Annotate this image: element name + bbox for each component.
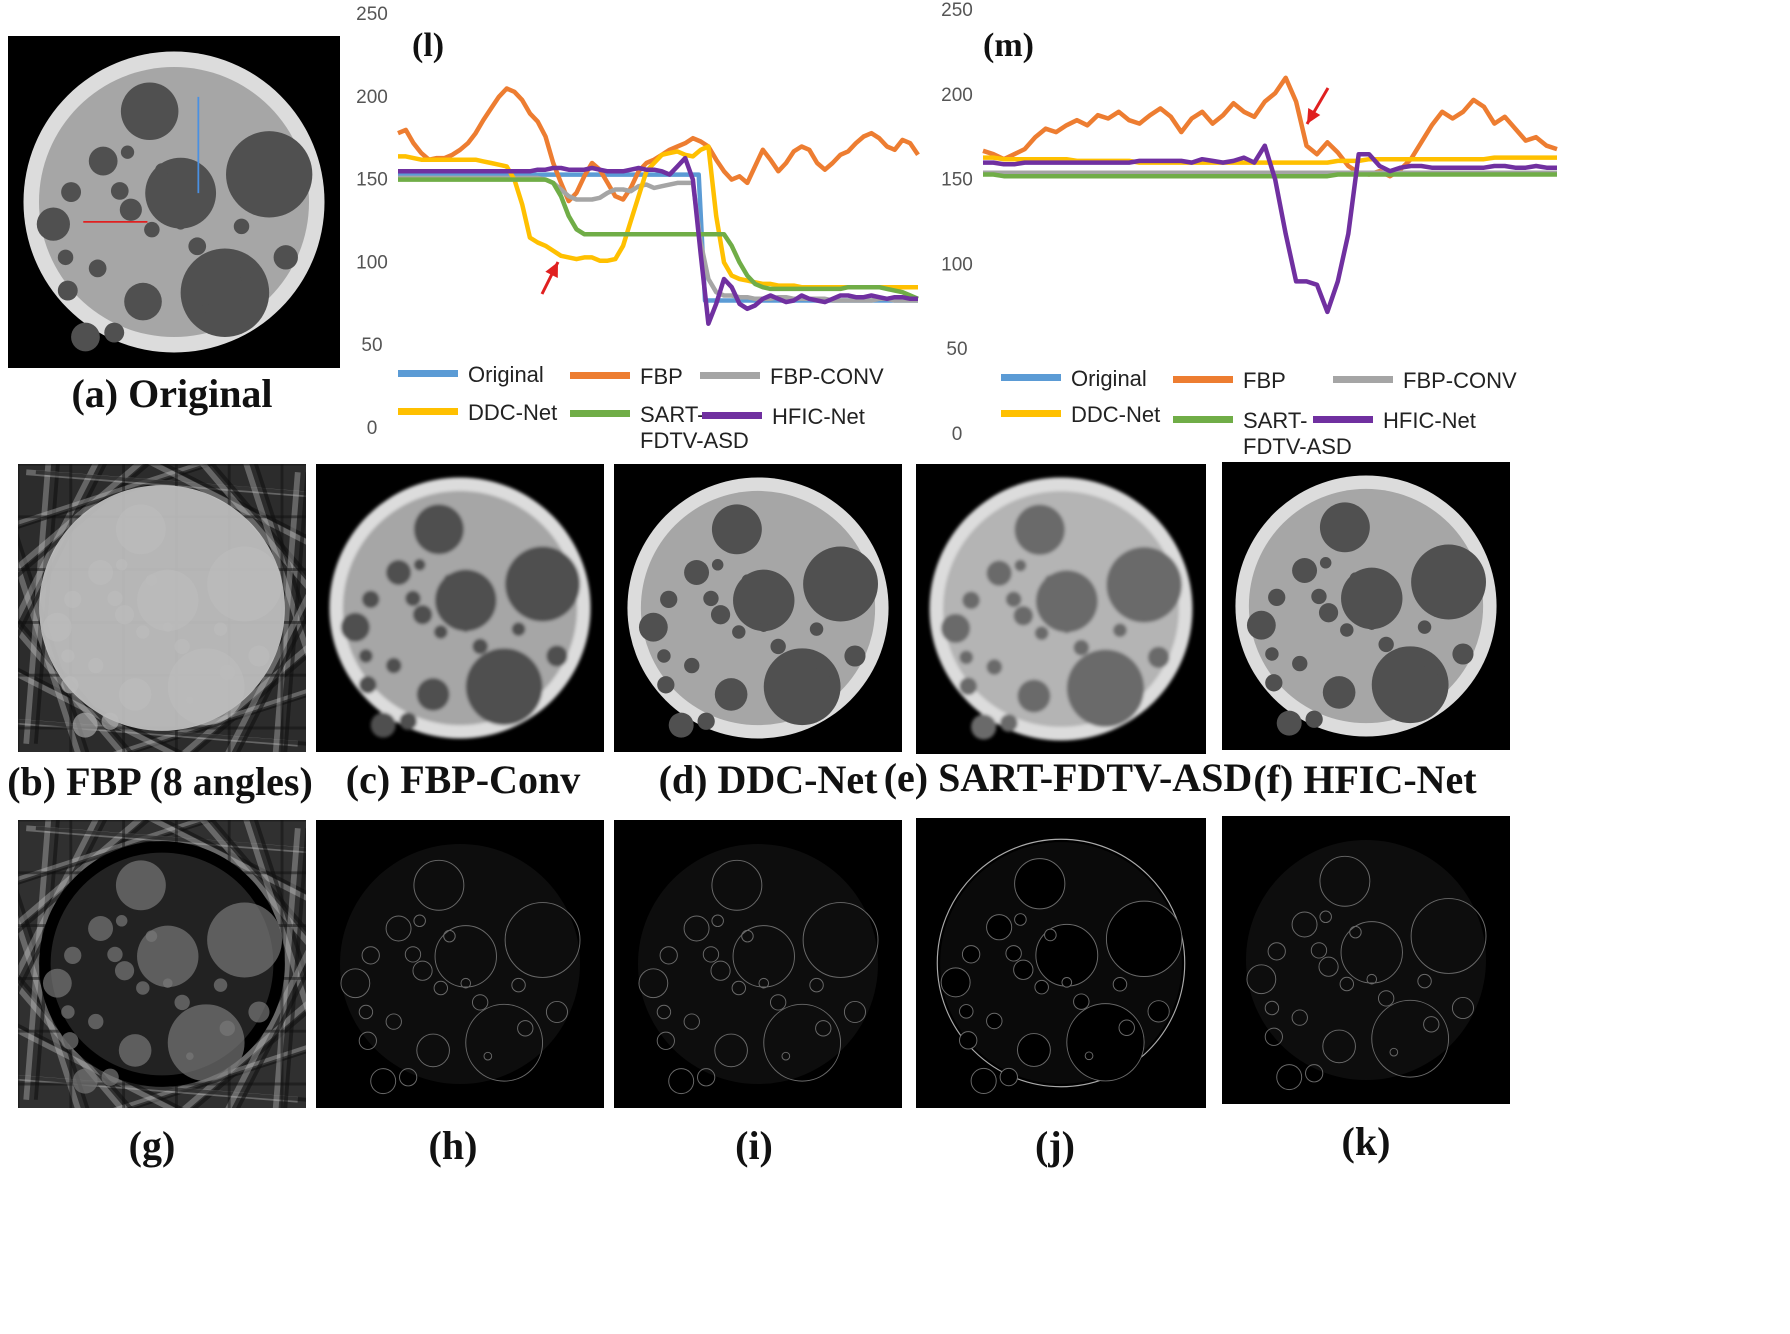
fbp-8-angles-image — [18, 464, 306, 752]
y-tick-label: 250 — [356, 4, 388, 25]
series-line-hfic-net — [983, 143, 1557, 315]
hfic-net-image — [1222, 462, 1510, 750]
caption-a: (a) Original — [71, 371, 273, 416]
legend-label: DDC-Net — [468, 400, 557, 425]
phantom-drawing — [329, 477, 591, 739]
caption-k: (k) — [1341, 1119, 1391, 1164]
caption-b: (b) FBP (8 angles) — [7, 759, 313, 804]
legend-entry: FBP — [570, 364, 683, 389]
ddc-net-image — [614, 464, 902, 752]
legend-entry: SART-FDTV-ASD — [570, 402, 749, 453]
legend-label: FDTV-ASD — [640, 428, 749, 453]
phantom-drawing — [1222, 816, 1510, 1104]
phantom-drawing — [916, 818, 1206, 1108]
legend-label: HFIC-Net — [1383, 408, 1476, 433]
legend-label: SART- — [1243, 408, 1307, 433]
legend-label: FBP-CONV — [770, 364, 884, 389]
y-tick-label: 100 — [356, 252, 388, 273]
fbp-conv-difference-image — [316, 820, 604, 1108]
original-phantom-image — [8, 36, 340, 368]
hfic-net-difference-image — [1222, 816, 1510, 1104]
caption-f: (f) HFIC-Net — [1253, 757, 1477, 802]
chart-panel-label: (m) — [983, 27, 1034, 64]
series-line-hfic-net — [398, 155, 918, 326]
caption-c: (c) FBP-Conv — [345, 757, 581, 802]
line-chart-m: 0 50 100 150 200 250 (m) Original FBP FBP-CONV DDC… — [935, 0, 1565, 460]
phantom-drawing — [929, 477, 1193, 741]
legend-label: FDTV-ASD — [1243, 434, 1352, 459]
legend-label: FBP — [1243, 368, 1286, 393]
series-line-sart-fdtv-asd — [398, 177, 919, 301]
legend-entry: FBP-CONV — [700, 364, 884, 389]
legend-label: Original — [1071, 366, 1147, 391]
phantom-drawing — [627, 477, 889, 739]
chart-panel-label: (l) — [412, 27, 444, 64]
legend-entry: FBP — [1173, 368, 1286, 393]
caption-d: (d) DDC-Net — [658, 757, 878, 802]
legend-label: SART- — [640, 402, 704, 427]
ddc-net-difference-image — [614, 820, 902, 1108]
series-line-fbp — [982, 75, 1558, 179]
y-tick-label: 250 — [941, 0, 973, 21]
caption-e: (e) SART-FDTV-ASD — [883, 755, 1253, 800]
caption-j: (j) — [1035, 1123, 1075, 1168]
phantom-drawing — [614, 820, 902, 1108]
y-tick-label: 50 — [946, 339, 967, 360]
phantom-drawing — [1235, 475, 1497, 737]
legend-label: Original — [468, 362, 544, 387]
y-tick-label: 200 — [941, 85, 973, 106]
y-tick-label: 100 — [941, 254, 973, 275]
series-line-original — [398, 172, 918, 303]
legend-entry: DDC-Net — [398, 400, 557, 425]
series-line-ddc-net — [398, 144, 918, 290]
legend-entry: HFIC-Net — [1313, 408, 1476, 433]
legend-entry: HFIC-Net — [702, 404, 865, 429]
y-tick-label: 200 — [356, 87, 388, 108]
y-tick-label: 0 — [952, 424, 963, 445]
line-chart-l: 0 50 100 150 200 250 (l) Original FBP FBP-CONV DDC… — [350, 0, 930, 460]
legend-entry: Original — [398, 362, 544, 387]
caption-g: (g) — [128, 1123, 176, 1168]
red-arrow-annotation — [1305, 87, 1330, 125]
series-line-fbp — [397, 86, 920, 204]
y-tick-label: 150 — [941, 170, 973, 191]
sart-fdtv-asd-image — [916, 464, 1206, 754]
legend-entry: SART-FDTV-ASD — [1173, 408, 1352, 459]
caption-h: (h) — [428, 1123, 478, 1168]
series-line-sart-fdtv-asd — [983, 172, 1557, 179]
legend-entry: DDC-Net — [1001, 402, 1160, 427]
legend-label: HFIC-Net — [772, 404, 865, 429]
red-arrow-annotation — [540, 261, 560, 295]
legend-label: FBP-CONV — [1403, 368, 1517, 393]
phantom-drawing — [316, 820, 604, 1108]
fbp-difference-image — [18, 820, 306, 1108]
caption-i: (i) — [735, 1123, 773, 1168]
phantom-drawing — [23, 51, 325, 353]
phantom-drawing — [18, 464, 306, 752]
phantom-drawing — [18, 820, 306, 1108]
legend-entry: Original — [1001, 366, 1147, 391]
legend-label: FBP — [640, 364, 683, 389]
fbp-conv-image — [316, 464, 604, 752]
y-tick-label: 0 — [367, 418, 378, 439]
y-tick-label: 50 — [361, 335, 382, 356]
sart-fdtv-asd-difference-image — [916, 818, 1206, 1108]
series-line-fbp-conv — [398, 175, 918, 303]
y-tick-label: 150 — [356, 170, 388, 191]
legend-label: DDC-Net — [1071, 402, 1160, 427]
legend-entry: FBP-CONV — [1333, 368, 1517, 393]
